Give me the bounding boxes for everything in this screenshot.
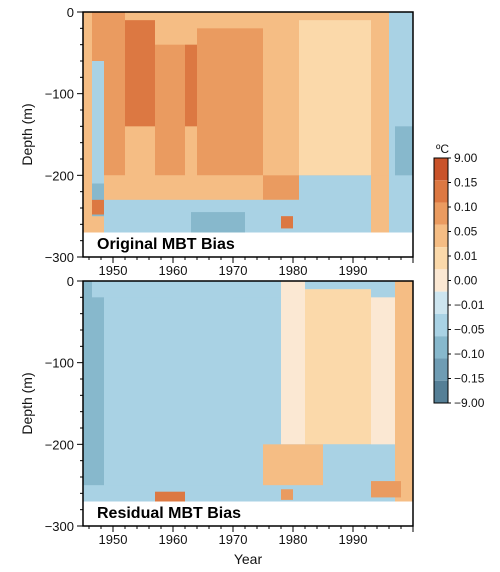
colorbar-label: −9.00 (454, 396, 485, 410)
heatmap-cell (281, 281, 305, 445)
colorbar-swatch (434, 313, 448, 337)
heatmap-cell (104, 12, 125, 176)
colorbar-swatch (434, 247, 448, 270)
y-tick-label: −100 (45, 356, 74, 371)
heatmap-cell (371, 12, 389, 176)
heatmap-cell (104, 297, 173, 486)
residual-mbt-bias-panel: 0 −100 −200 −300 1950 1960 1970 1980 1990 Depth (… (19, 274, 414, 567)
colorbar-swatch (434, 202, 448, 225)
y-tick-label: −200 (45, 168, 74, 183)
heatmap-cell (83, 281, 92, 486)
x-tick-label: 1990 (339, 263, 368, 278)
colorbar-swatch (434, 269, 448, 292)
colorbar-label: −0.15 (454, 372, 485, 386)
colorbar-swatch (434, 224, 448, 248)
y-tick-label: −300 (45, 519, 74, 534)
colorbar-swatch (434, 180, 448, 203)
colorbar-label: 0.10 (454, 200, 478, 214)
heatmap-cell (389, 12, 413, 233)
heatmap-cell (104, 175, 263, 200)
colorbar-label: 0.01 (454, 249, 478, 263)
heatmap-cell (92, 297, 104, 486)
heatmap-cell (155, 491, 185, 502)
y-tick-label: −300 (45, 250, 74, 265)
colorbar-label: 0.05 (454, 225, 478, 239)
x-tick-label: 1960 (159, 532, 188, 547)
heatmap-cell (92, 199, 104, 215)
colorbar-label: −0.01 (454, 298, 485, 312)
heatmap-cell (371, 481, 401, 498)
no-data-area (83, 232, 413, 257)
x-tick-label: 1970 (219, 532, 248, 547)
heatmap-cell (263, 12, 299, 176)
colorbar-swatch (434, 291, 448, 314)
x-tick-label: 1950 (99, 532, 128, 547)
x-tick-label: 1980 (279, 532, 308, 547)
colorbar-swatch (434, 158, 448, 181)
heatmap-cell (83, 12, 92, 217)
heatmap-cell (185, 44, 197, 127)
heatmap-cell (299, 20, 371, 176)
heatmap-cell (173, 305, 233, 486)
heatmap-cell (155, 44, 185, 176)
x-tick-label: 1960 (159, 263, 188, 278)
x-tick-label: 1970 (219, 263, 248, 278)
colorbar-swatch (434, 358, 448, 381)
x-axis-title: Year (234, 551, 263, 567)
colorbar-swatch (434, 380, 448, 403)
colorbar-unit: ºC (436, 142, 449, 156)
heatmap-cell (395, 126, 413, 176)
heatmap-cell (263, 444, 323, 486)
colorbar-swatch (434, 336, 448, 359)
heatmap-cell (92, 12, 104, 61)
colorbar: 9.00 0.15 0.10 0.05 0.01 0.00 −0.01 −0.05 −0.10 −… (433, 142, 485, 410)
original-mbt-bias-panel: 0 −100 −200 −300 1950 1960 1970 1980 1990 Depth (… (19, 5, 414, 278)
heatmap-cell (125, 20, 155, 127)
y-tick-label: −100 (45, 87, 74, 102)
y-axis-title: Depth (m) (19, 103, 35, 165)
y-axis-title: Depth (m) (19, 372, 35, 434)
panel-label: Original MBT Bias (97, 236, 235, 253)
heatmap-cell (197, 28, 263, 176)
heatmap-cell (281, 216, 293, 229)
heatmap-cell (323, 444, 371, 502)
y-tick-label: 0 (67, 5, 74, 20)
heatmap-cell (233, 297, 281, 445)
colorbar-label: 0.15 (454, 176, 478, 190)
y-tick-label: 0 (67, 274, 74, 289)
heatmap-cell (299, 175, 371, 233)
x-tick-label: 1950 (99, 263, 128, 278)
x-tick-label: 1980 (279, 263, 308, 278)
heatmap-cell (191, 212, 245, 233)
heatmap-cell (281, 489, 293, 500)
heatmap-cell (263, 175, 299, 200)
colorbar-label: −0.05 (454, 323, 485, 337)
colorbar-label: 9.00 (454, 151, 478, 165)
no-data-area (83, 501, 413, 526)
plot-frame (82, 280, 414, 527)
heatmap-cell (305, 289, 371, 445)
x-tick-label: 1990 (339, 532, 368, 547)
colorbar-label: 0.00 (454, 274, 478, 288)
plot-frame (82, 11, 414, 258)
heatmap-cell (371, 297, 395, 445)
panel-label: Residual MBT Bias (97, 505, 241, 522)
colorbar-label: −0.10 (454, 347, 485, 361)
heatmap-cell (92, 61, 104, 217)
heatmap-cell (395, 281, 413, 502)
y-tick-label: −200 (45, 437, 74, 452)
